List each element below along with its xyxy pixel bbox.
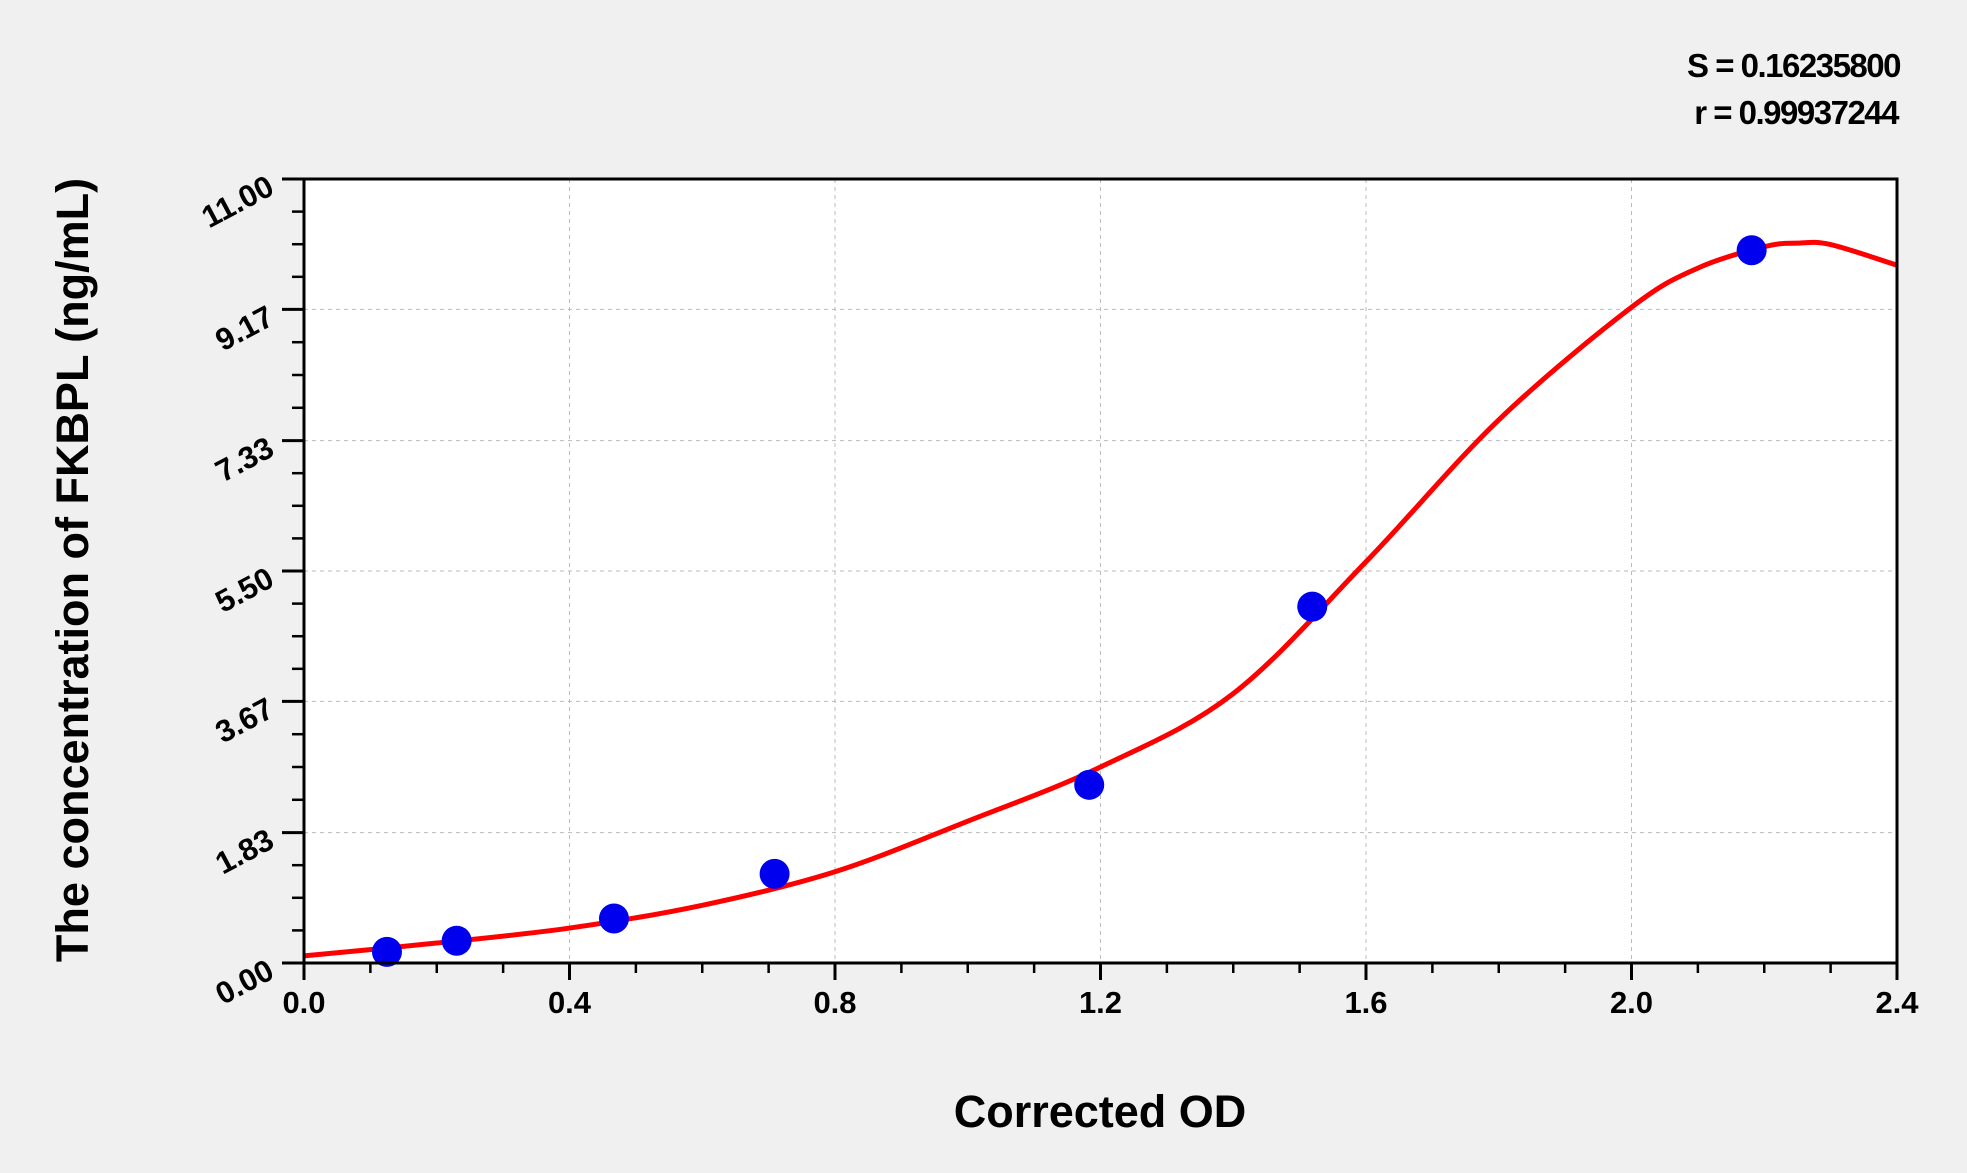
data-point — [1074, 769, 1105, 800]
x-tick-label: 1.2 — [1079, 985, 1122, 1020]
x-tick-labels: 0.0 0.4 0.8 1.2 1.6 2.0 2.4 — [282, 985, 1919, 1020]
x-tick-label: 0.0 — [282, 985, 325, 1020]
data-point — [371, 936, 402, 967]
data-point — [441, 925, 472, 956]
data-points — [371, 235, 1767, 967]
plot-border — [302, 177, 1899, 965]
x-tick-label: 0.4 — [548, 985, 592, 1020]
y-tick-label: 11.00 — [196, 168, 279, 235]
axis-ticks — [282, 177, 1899, 980]
data-point — [598, 903, 629, 934]
data-point — [1297, 591, 1328, 622]
x-axis-title: Corrected OD — [954, 1086, 1247, 1137]
x-tick-label: 2.0 — [1610, 985, 1653, 1020]
y-tick-label: 0.00 — [210, 952, 280, 1011]
y-tick-label: 3.67 — [210, 691, 280, 750]
data-point — [759, 858, 790, 889]
y-tick-label: 1.83 — [210, 822, 280, 881]
y-tick-label: 5.50 — [210, 560, 280, 619]
s-value-annotation: S = 0.16235800 — [1687, 47, 1900, 84]
x-tick-label: 2.4 — [1875, 985, 1919, 1020]
r-value-annotation: r = 0.99937244 — [1694, 94, 1900, 131]
y-tick-label: 7.33 — [210, 430, 280, 489]
y-tick-labels: 0.00 1.83 3.67 5.50 7.33 9.17 11.00 — [196, 168, 279, 1011]
y-axis-title: The concentration of FKBPL (ng/mL) — [47, 178, 98, 962]
data-point — [1736, 235, 1767, 266]
x-tick-label: 0.8 — [813, 985, 856, 1020]
y-tick-label: 9.17 — [210, 299, 280, 358]
grid-lines — [304, 179, 1897, 963]
x-tick-label: 1.6 — [1344, 985, 1387, 1020]
